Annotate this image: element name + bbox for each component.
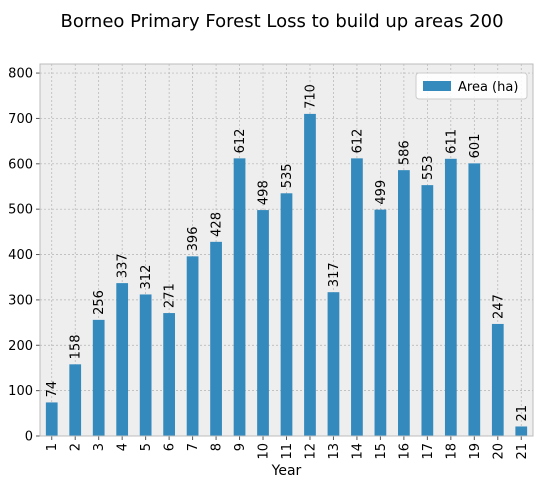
data-label: 74 xyxy=(45,381,60,398)
bar xyxy=(210,241,222,436)
x-tick-label: 8 xyxy=(210,443,225,451)
x-tick-label: 11 xyxy=(280,443,295,460)
bar xyxy=(491,323,504,436)
x-tick-label: 21 xyxy=(515,443,530,460)
y-tick-label: 0 xyxy=(25,430,33,445)
x-tick-label: 12 xyxy=(303,443,318,460)
y-tick-label: 300 xyxy=(8,293,33,308)
data-label: 601 xyxy=(468,134,483,159)
x-tick-label: 4 xyxy=(116,443,131,451)
x-tick-label: 3 xyxy=(92,443,107,451)
bar xyxy=(421,185,434,436)
x-tick-label: 14 xyxy=(350,443,365,460)
bar xyxy=(515,426,528,436)
x-axis-label: Year xyxy=(271,463,302,479)
data-label: 498 xyxy=(257,180,272,205)
bar xyxy=(444,158,457,436)
x-tick-label: 6 xyxy=(163,443,178,451)
data-label: 428 xyxy=(210,212,225,237)
bar xyxy=(257,210,269,436)
y-tick-label: 800 xyxy=(8,67,33,82)
data-labels: 74 158 256 337 312 271 396 428 612 498 535 710 317 61… xyxy=(45,84,530,421)
data-label: 612 xyxy=(233,129,248,154)
x-tick-label: 2 xyxy=(69,443,84,451)
bar xyxy=(69,364,82,436)
x-tick-label: 9 xyxy=(233,443,248,451)
data-label: 271 xyxy=(163,283,178,308)
bar xyxy=(233,158,246,437)
bar xyxy=(374,209,387,436)
bar xyxy=(280,193,293,436)
bar xyxy=(139,294,152,436)
data-label: 396 xyxy=(186,227,201,252)
legend-box xyxy=(415,72,528,100)
x-tick-label: 18 xyxy=(444,443,459,460)
y-axis: 0 100 200 300 400 500 600 700 800 xyxy=(8,67,40,445)
x-tick-label: 7 xyxy=(186,443,201,451)
bar xyxy=(351,158,363,437)
y-tick-label: 100 xyxy=(8,384,33,399)
x-tick-label: 10 xyxy=(257,443,272,460)
legend-swatch xyxy=(423,81,451,91)
data-label: 553 xyxy=(421,155,436,180)
plot-frame xyxy=(39,63,534,437)
bar xyxy=(468,163,481,436)
chart-title: Borneo Primary Forest Loss to build up a… xyxy=(60,11,503,32)
data-label: 21 xyxy=(515,405,530,422)
y-tick-label: 700 xyxy=(8,112,33,127)
x-tick-label: 16 xyxy=(397,443,412,460)
bar xyxy=(92,319,105,436)
bar xyxy=(186,256,199,436)
bar xyxy=(45,402,58,436)
bar xyxy=(304,113,316,436)
bars xyxy=(45,113,528,437)
data-label: 317 xyxy=(327,262,342,287)
data-label: 256 xyxy=(92,290,107,315)
legend: Area (ha) xyxy=(415,72,528,100)
bar xyxy=(327,292,340,436)
x-tick-label: 15 xyxy=(374,443,389,460)
data-label: 586 xyxy=(397,140,412,165)
data-label: 337 xyxy=(116,253,131,278)
x-axis: 1 2 3 4 5 6 7 8 9 10 11 12 13 14 15 16 17 18 19 20 21 xyxy=(45,436,530,460)
data-label: 158 xyxy=(69,334,84,359)
legend-label: Area (ha) xyxy=(458,80,518,95)
data-label: 612 xyxy=(350,129,365,154)
bar xyxy=(163,313,175,436)
x-tick-label: 20 xyxy=(491,443,506,460)
y-tick-label: 600 xyxy=(8,157,33,172)
x-tick-label: 19 xyxy=(468,443,483,460)
data-label: 710 xyxy=(303,84,318,109)
y-tick-label: 500 xyxy=(8,203,33,218)
y-tick-label: 400 xyxy=(8,248,33,263)
x-tick-label: 17 xyxy=(421,443,436,460)
data-label: 312 xyxy=(139,265,154,290)
y-tick-label: 200 xyxy=(8,339,33,354)
x-tick-label: 5 xyxy=(139,443,154,451)
data-label: 611 xyxy=(444,129,459,154)
data-label: 535 xyxy=(280,163,295,188)
x-tick-label: 1 xyxy=(45,443,60,451)
bar xyxy=(116,283,129,436)
data-label: 247 xyxy=(491,294,506,319)
x-tick-label: 13 xyxy=(327,443,342,460)
data-label: 499 xyxy=(374,180,389,205)
bar xyxy=(398,170,410,436)
